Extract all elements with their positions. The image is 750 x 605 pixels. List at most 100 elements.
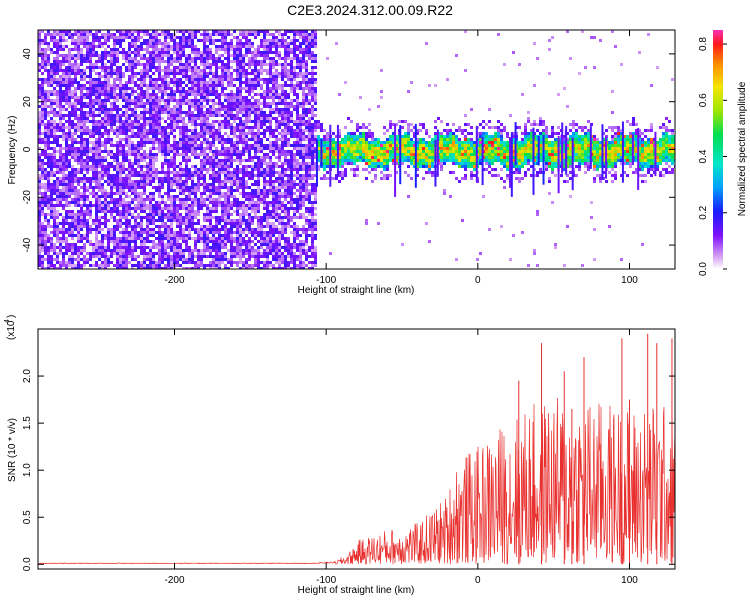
spectrogram-cell <box>254 33 257 36</box>
spectrogram-cell <box>185 258 188 261</box>
spectrogram-cell <box>173 75 176 78</box>
spectrogram-cell <box>188 150 191 153</box>
spectrogram-cell <box>50 63 53 66</box>
spectrogram-cell <box>116 42 119 45</box>
spectrogram-cell <box>188 195 191 198</box>
spectrogram-cell <box>236 204 239 207</box>
spectrogram-cell <box>197 144 200 147</box>
spectrogram-cell <box>77 102 80 105</box>
spectrogram-cell <box>152 114 155 117</box>
spectrogram-cell <box>167 186 170 189</box>
spectrogram-cell <box>95 183 98 186</box>
spectrogram-cell <box>266 246 269 249</box>
spectrogram-cell <box>104 129 107 132</box>
spectrogram-cell <box>248 150 251 153</box>
spectrogram-cell <box>260 198 263 201</box>
spectrogram-cell <box>98 123 101 126</box>
spectrogram-cell <box>200 201 203 204</box>
spectrogram-cell <box>38 96 41 99</box>
spectrogram-cell <box>173 60 176 63</box>
spectrogram-cell <box>176 261 179 264</box>
spectrogram-cell <box>167 168 170 171</box>
spectrogram-cell <box>221 234 224 237</box>
spectrogram-cell <box>77 168 80 171</box>
spectrogram-cell <box>50 75 53 78</box>
spectrogram-cell <box>119 219 122 222</box>
spectrogram-cell <box>140 159 143 162</box>
spectrogram-cell <box>101 60 104 63</box>
spectrogram-cell <box>80 216 83 219</box>
spectrogram-cell <box>59 96 62 99</box>
spectrogram-cell <box>206 117 209 120</box>
spectrogram-cell <box>95 78 98 81</box>
spectrogram-cell <box>113 249 116 252</box>
spectrogram-cell <box>248 126 251 129</box>
spectrogram-cell <box>95 222 98 225</box>
spectrogram-cell <box>257 261 260 264</box>
spectrogram-cell <box>140 153 143 156</box>
spectrogram-cell <box>185 30 188 33</box>
spectrogram-cell <box>182 117 185 120</box>
spectrogram-cell <box>257 159 260 162</box>
spectrogram-cell <box>89 48 92 51</box>
spectrogram-cell <box>143 156 146 159</box>
spectrogram-cell <box>251 222 254 225</box>
spectrogram-cell <box>218 252 221 255</box>
spectrogram-cell <box>269 171 272 174</box>
spectrogram-cell <box>269 129 272 132</box>
spectrogram-cell <box>260 60 263 63</box>
spectrogram-cell <box>200 60 203 63</box>
spectrogram-cell <box>173 237 176 240</box>
spectrogram-cell <box>155 105 158 108</box>
spectrogram-cell <box>260 174 263 177</box>
spectrogram-cell <box>41 261 44 264</box>
spectrogram-cell <box>233 60 236 63</box>
spectrogram-cell <box>173 93 176 96</box>
spectrogram-cell <box>137 222 140 225</box>
spectrogram-cell <box>107 219 110 222</box>
spectrogram-cell <box>110 213 113 216</box>
spectrogram-cell <box>176 252 179 255</box>
spectrogram-cell <box>86 90 89 93</box>
spectrogram-cell <box>194 216 197 219</box>
spectrogram-cell <box>257 54 260 57</box>
spectrogram-cell <box>227 171 230 174</box>
spectrogram-cell <box>65 60 68 63</box>
spectrogram-cell <box>176 180 179 183</box>
spectrogram-cell <box>236 141 239 144</box>
spectrogram-cell <box>62 123 65 126</box>
spectrogram-cell <box>254 132 257 135</box>
spectrogram-cell <box>248 39 251 42</box>
spectrogram-cell <box>137 225 140 228</box>
spectrogram-cell <box>239 33 242 36</box>
spectrogram-cell <box>185 222 188 225</box>
spectrogram-cell <box>65 243 68 246</box>
spectrogram-cell <box>224 66 227 69</box>
spectrogram-cell <box>236 99 239 102</box>
spectrogram-cell <box>200 57 203 60</box>
spectrogram-cell <box>155 252 158 255</box>
spectrogram-cell <box>263 48 266 51</box>
spectrogram-cell <box>215 267 218 269</box>
spectrogram-cell <box>92 219 95 222</box>
spectrogram-cell <box>173 258 176 261</box>
spectrogram-cell <box>125 264 128 267</box>
spectrogram-cell <box>149 219 152 222</box>
spectrogram-cell <box>146 219 149 222</box>
spectrogram-cell <box>149 213 152 216</box>
spectrogram-cell <box>128 81 131 84</box>
spectrogram-cell <box>257 123 260 126</box>
spectrogram-cell <box>161 33 164 36</box>
spectrogram-cell <box>260 84 263 87</box>
spectrogram-cell <box>161 198 164 201</box>
spectrogram-cell <box>149 42 152 45</box>
spectrogram-cell <box>188 102 191 105</box>
spectrogram-cell <box>188 249 191 252</box>
spectrogram-cell <box>239 240 242 243</box>
spectrogram-cell <box>71 66 74 69</box>
spectrogram-cell <box>263 69 266 72</box>
spectrogram-cell <box>59 246 62 249</box>
spectrogram-cell <box>164 264 167 267</box>
spectrogram-cell <box>179 141 182 144</box>
